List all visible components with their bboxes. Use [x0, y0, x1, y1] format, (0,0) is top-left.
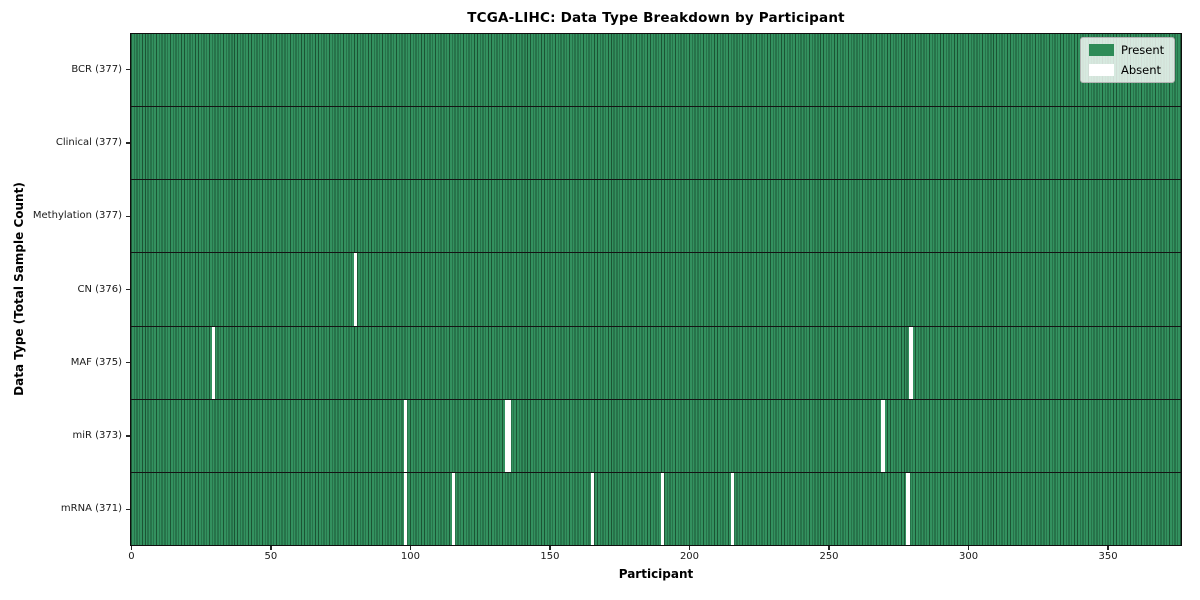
absent-cell: [909, 326, 913, 399]
y-tick-mark: [125, 362, 130, 364]
y-tick-mark: [125, 435, 130, 437]
y-tick-label-BCR: BCR (377): [71, 63, 122, 75]
heatmap-row-mRNA: [131, 471, 1181, 545]
y-tick-label-MAF: MAF (375): [70, 356, 122, 368]
x-tick-mark: [130, 546, 132, 550]
heatmap-row-MAF: [131, 325, 1181, 399]
legend-label-present: Present: [1121, 43, 1165, 57]
absent-cell: [881, 399, 885, 472]
y-tick-mark: [125, 508, 130, 510]
x-tick-mark: [409, 546, 412, 550]
present-swatch-icon: [1089, 44, 1114, 56]
y-tick-label-mRNA: mRNA (371): [60, 503, 122, 515]
heatmap-row-Methylation: [131, 179, 1181, 253]
absent-cell: [660, 472, 665, 545]
x-tick-mark: [828, 546, 830, 550]
y-tick-mark: [125, 142, 130, 144]
y-tick-mark: [125, 215, 130, 217]
absent-cell: [507, 399, 511, 472]
y-tick-mark: [125, 69, 130, 71]
absent-cell: [451, 472, 455, 545]
y-tick-label-Clinical: Clinical (377): [55, 136, 122, 148]
x-tick-label-50: 50: [264, 551, 278, 562]
x-tick-mark: [270, 546, 272, 550]
chart-title: TCGA-LIHC: Data Type Breakdown by Partic…: [467, 10, 845, 26]
heatmap-row-BCR: [131, 34, 1181, 107]
x-tick-label-100: 100: [400, 551, 420, 562]
x-tick-label-200: 200: [679, 551, 700, 562]
absent-cell: [404, 399, 408, 472]
absent-cell: [730, 472, 734, 545]
legend-label-absent: Absent: [1121, 63, 1162, 77]
absent-cell: [906, 472, 910, 545]
heatmap-row-Clinical: [131, 106, 1181, 180]
x-tick-label-150: 150: [540, 551, 560, 562]
x-tick-label-0: 0: [128, 551, 135, 562]
x-tick-mark: [967, 546, 970, 550]
absent-cell: [504, 399, 508, 472]
heatmap-row-miR: [131, 398, 1181, 472]
x-tick-mark: [1107, 546, 1109, 550]
y-tick-label-CN: CN (376): [77, 283, 122, 295]
absent-swatch-icon: [1089, 64, 1114, 76]
absent-cell: [353, 253, 358, 326]
x-tick-label-300: 300: [958, 551, 979, 562]
x-axis-label: Participant: [618, 567, 694, 581]
legend: Present Absent: [1080, 37, 1175, 83]
x-tick-mark: [688, 546, 691, 550]
heatmap-row-CN: [131, 252, 1181, 326]
legend-item-absent: Absent: [1089, 64, 1166, 76]
absent-cell: [211, 326, 215, 399]
x-tick-label-350: 350: [1098, 551, 1118, 562]
heatmap-plot: [130, 33, 1182, 546]
absent-cell: [591, 472, 595, 545]
absent-cell: [404, 472, 408, 545]
y-tick-label-miR: miR (373): [72, 430, 122, 442]
legend-item-present: Present: [1089, 44, 1166, 56]
y-tick-mark: [125, 288, 130, 291]
y-tick-label-Methylation: Methylation (377): [32, 210, 122, 222]
x-tick-mark: [549, 546, 551, 550]
x-tick-label-250: 250: [819, 551, 839, 562]
